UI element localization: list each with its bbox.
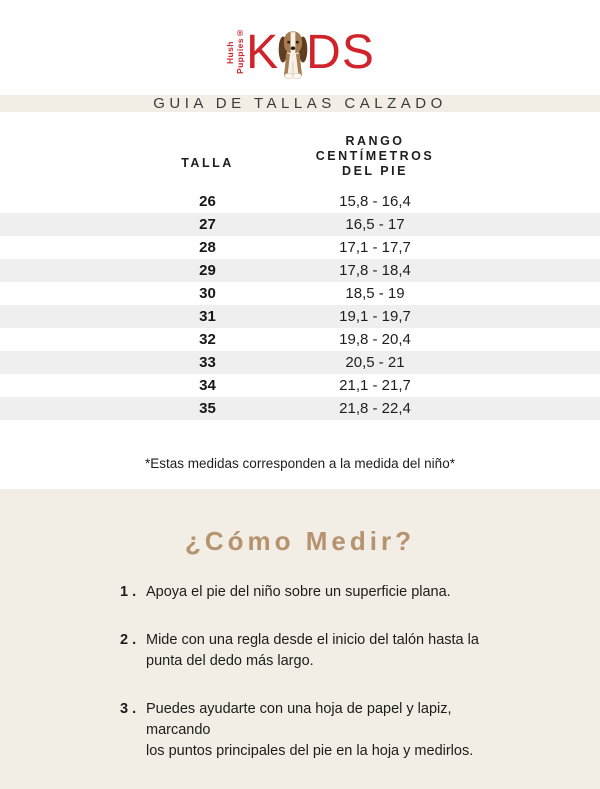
table-row: 33 20,5 - 21 bbox=[0, 351, 600, 374]
title-band: GUIA DE TALLAS CALZADO bbox=[0, 95, 600, 112]
column-header-rango-line2: DEL PIE bbox=[342, 164, 408, 178]
column-header-rango-line1: RANGO CENTÍMETROS bbox=[315, 134, 435, 163]
table-row: 26 15,8 - 16,4 bbox=[199, 193, 411, 210]
kids-logo-k: K bbox=[246, 26, 280, 79]
how-to-measure-section: ¿Cómo Medir? 1 . Apoya el pie del niño s… bbox=[0, 489, 600, 789]
measure-steps-list: 1 . Apoya el pie del niño sobre un super… bbox=[120, 582, 520, 762]
step-text: Mide con una regla desde el inicio del t… bbox=[146, 632, 479, 669]
table-row: 30 18,5 - 19 bbox=[199, 285, 405, 302]
table-row: 28 17,1 - 17,7 bbox=[199, 239, 411, 256]
basset-hound-icon bbox=[278, 27, 308, 79]
measure-step-1: 1 . Apoya el pie del niño sobre un super… bbox=[120, 582, 520, 603]
table-row: 31 19,1 - 19,7 bbox=[0, 305, 600, 328]
measure-step-3: 3 . Puedes ayudarte con una hoja de pape… bbox=[120, 699, 520, 762]
table-row: 27 16,5 - 17 bbox=[0, 213, 600, 236]
step-text: Puedes ayudarte con una hoja de papel y … bbox=[146, 701, 474, 759]
step-number: 3 . bbox=[120, 701, 137, 717]
table-row: 29 17,8 - 18,4 bbox=[0, 259, 600, 282]
brand-logo: Hush Puppies® K DS bbox=[0, 27, 600, 79]
step-number: 2 . bbox=[120, 632, 137, 648]
table-row: 34 21,1 - 21,7 bbox=[199, 377, 411, 394]
step-text: Apoya el pie del niño sobre un superfici… bbox=[146, 584, 451, 600]
column-header-rango: RANGO CENTÍMETROS DEL PIE bbox=[285, 134, 465, 179]
table-row: 32 19,8 - 20,4 bbox=[199, 331, 411, 348]
how-to-measure-heading: ¿Cómo Medir? bbox=[185, 526, 415, 556]
size-table-header: TALLA RANGO CENTÍMETROS DEL PIE bbox=[0, 134, 600, 180]
hush-puppies-vertical-wordmark: Hush Puppies® bbox=[225, 27, 246, 74]
size-table-body: 26 15,8 - 16,4 27 16,5 - 17 28 17,1 - 17… bbox=[0, 190, 600, 420]
measurement-note: *Estas medidas corresponden a la medida … bbox=[145, 456, 455, 471]
page-title: GUIA DE TALLAS CALZADO bbox=[153, 95, 447, 112]
step-number: 1 . bbox=[120, 584, 137, 600]
kids-logo-ds: DS bbox=[306, 26, 375, 79]
measure-step-2: 2 . Mide con una regla desde el inicio d… bbox=[120, 630, 520, 672]
column-header-talla: TALLA bbox=[181, 155, 234, 170]
table-row: 35 21,8 - 22,4 bbox=[0, 397, 600, 420]
